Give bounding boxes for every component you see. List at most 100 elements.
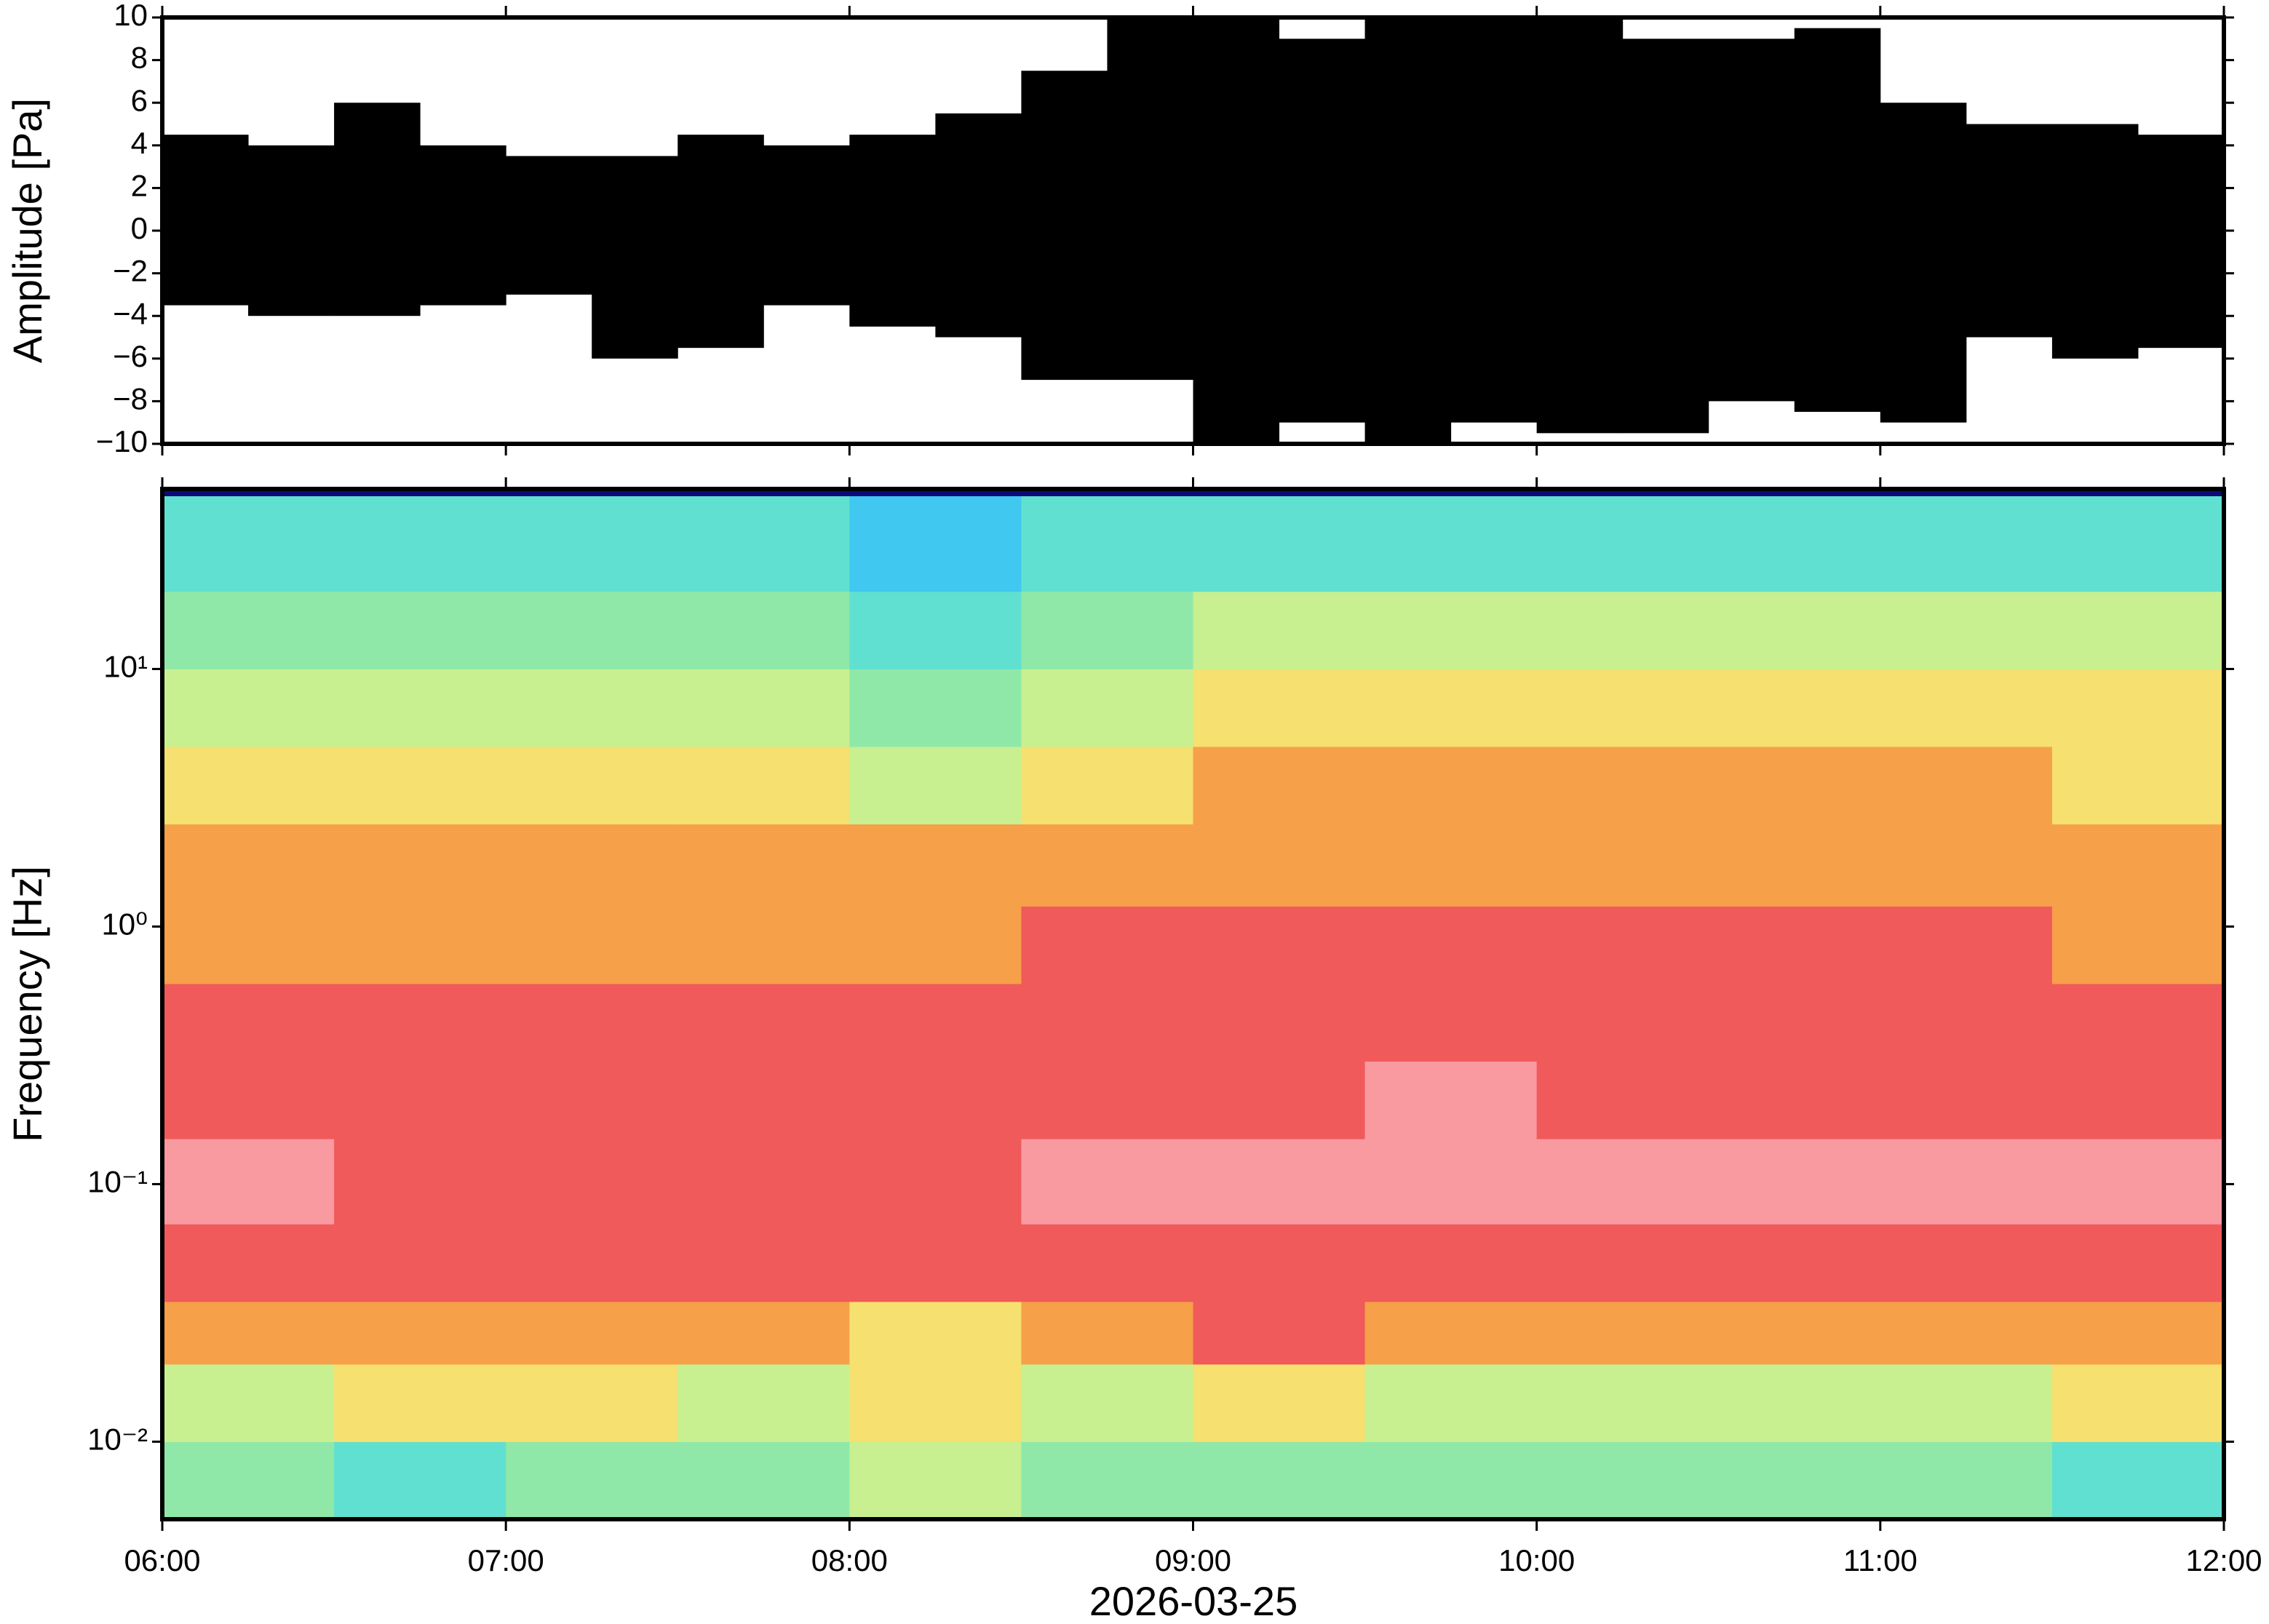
y-tick-label: 10¹ xyxy=(103,650,148,684)
spectrogram-cell xyxy=(1536,1364,1709,1442)
spectrogram-cell xyxy=(1536,1061,1709,1139)
spectrogram-cell xyxy=(1364,1224,1538,1302)
spectrogram-cell xyxy=(2051,747,2225,825)
spectrogram-cell xyxy=(334,906,506,984)
spectrogram-cell xyxy=(849,1301,1022,1365)
spectrogram-cell xyxy=(1364,747,1538,825)
spectrogram-cell xyxy=(1021,1224,1193,1302)
amplitude-envelope xyxy=(1708,39,1795,402)
spectrogram-cell xyxy=(1536,1139,1709,1225)
amplitude-envelope xyxy=(1021,71,1108,381)
spectrogram-cell xyxy=(162,824,335,907)
spectrogram-cell xyxy=(1880,824,2053,907)
spectrogram-cell xyxy=(1536,824,1709,907)
spectrogram-cell xyxy=(849,824,1022,907)
spectrogram-cell xyxy=(1536,669,1709,747)
spectrogram-cell xyxy=(1536,906,1709,984)
spectrogram-cell xyxy=(506,591,678,669)
amplitude-envelope xyxy=(334,103,421,317)
spectrogram-cell xyxy=(2051,1224,2225,1302)
spectrogram-cell xyxy=(849,747,1022,825)
spectrogram-cell xyxy=(849,669,1022,747)
spectrogram-cell xyxy=(334,495,506,592)
spectrogram-cell xyxy=(1708,983,1881,1062)
amplitude-envelope xyxy=(592,156,678,359)
spectrogram-cell xyxy=(1536,983,1709,1062)
spectrogram-cell xyxy=(1880,669,2053,747)
spectrogram-cell xyxy=(334,1061,506,1139)
spectrogram-cell xyxy=(1708,906,1881,984)
y-tick-label: 8 xyxy=(131,41,148,75)
spectrogram-cell xyxy=(1193,1061,1366,1139)
spectrogram-cell xyxy=(1364,489,1538,497)
y-tick-label: 4 xyxy=(131,126,148,160)
y-tick-label: −8 xyxy=(113,381,148,415)
spectrogram-cell xyxy=(162,1061,335,1139)
spectrogram-cell xyxy=(1708,824,1881,907)
x-tick-label: 06:00 xyxy=(124,1543,200,1577)
spectrogram-cell xyxy=(1021,489,1193,497)
spectrogram-cell xyxy=(162,591,335,669)
x-tick-label: 07:00 xyxy=(468,1543,544,1577)
spectrogram-cell xyxy=(506,1224,678,1302)
spectrogram-cell xyxy=(1021,747,1193,825)
spectrogram-cell xyxy=(1364,1061,1538,1139)
spectrogram-cell xyxy=(1880,1224,2053,1302)
spectrogram-cell xyxy=(677,1139,850,1225)
spectrogram-cell xyxy=(334,1301,506,1365)
spectrogram-cell xyxy=(1021,1139,1193,1225)
amplitude-envelope xyxy=(1880,103,1967,423)
amplitude-envelope xyxy=(1450,17,1538,423)
spectrogram-cell xyxy=(677,495,850,592)
spectrogram-cell xyxy=(1021,983,1193,1062)
spectrogram-cell xyxy=(1880,495,2053,592)
spectrogram-cell xyxy=(1193,489,1366,497)
spectrogram-cell xyxy=(677,1441,850,1520)
spectrogram-cell xyxy=(849,1224,1022,1302)
spectrogram-cell xyxy=(1021,1364,1193,1442)
spectrogram-cell xyxy=(334,824,506,907)
spectrogram-cell xyxy=(1880,1364,2053,1442)
spectrogram-cell xyxy=(849,983,1022,1062)
spectrogram-cell xyxy=(506,669,678,747)
spectrogram-cell xyxy=(506,906,678,984)
spectrogram-cell xyxy=(2051,1301,2225,1365)
spectrogram-cell xyxy=(1193,1364,1366,1442)
spectrogram-cell xyxy=(677,1061,850,1139)
amplitude-envelope xyxy=(506,156,592,295)
spectrogram-cell xyxy=(1536,1301,1709,1365)
spectrogram-cell xyxy=(849,591,1022,669)
spectrogram-cell xyxy=(677,1364,850,1442)
spectrogram-cell xyxy=(506,489,678,497)
spectrogram-cell xyxy=(1708,747,1881,825)
spectrogram-cell xyxy=(1880,1139,2053,1225)
spectrogram-cell xyxy=(677,824,850,907)
amplitude-envelope xyxy=(1794,28,1881,413)
spectrogram-cell xyxy=(1364,906,1538,984)
amplitude-envelope xyxy=(2137,135,2225,349)
spectrogram-cell xyxy=(1364,1441,1538,1520)
spectrogram-cell xyxy=(1708,1441,1881,1520)
spectrogram-cell xyxy=(1708,1301,1881,1365)
spectrogram-cell xyxy=(677,489,850,497)
y-axis-label: Amplitude [Pa] xyxy=(4,98,50,363)
spectrogram-cell xyxy=(677,983,850,1062)
y-tick-label: 2 xyxy=(131,168,148,202)
spectrogram-cell xyxy=(1021,1301,1193,1365)
spectrogram-cell xyxy=(1193,1441,1366,1520)
y-tick-label: 10⁻¹ xyxy=(87,1165,148,1199)
spectrogram-cell xyxy=(1880,1061,2053,1139)
y-axis-label: Frequency [Hz] xyxy=(4,866,50,1142)
amplitude-envelope xyxy=(420,145,506,306)
spectrogram-cell xyxy=(1364,983,1538,1062)
spectrogram-cell xyxy=(677,591,850,669)
spectrogram-cell xyxy=(1193,1139,1366,1225)
spectrogram-cell xyxy=(506,824,678,907)
amplitude-envelope xyxy=(935,113,1022,338)
spectrogram-cell xyxy=(506,1301,678,1365)
spectrogram-cell xyxy=(1193,747,1366,825)
spectrogram-cell xyxy=(1708,1061,1881,1139)
spectrogram-cell xyxy=(1880,489,2053,497)
spectrogram-cell xyxy=(334,1224,506,1302)
